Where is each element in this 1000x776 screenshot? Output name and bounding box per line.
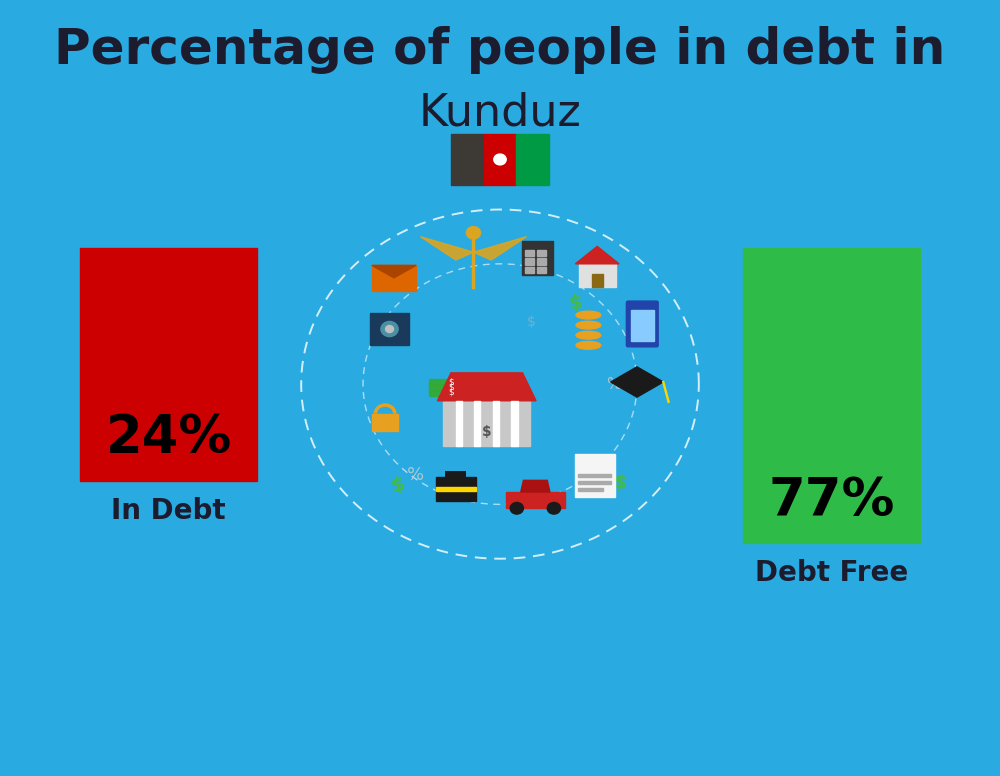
Bar — [372, 414, 398, 431]
Polygon shape — [521, 480, 550, 492]
Text: Kunduz: Kunduz — [419, 91, 581, 134]
Text: $: $ — [449, 378, 454, 387]
Bar — [370, 314, 409, 345]
Bar — [525, 267, 534, 273]
Polygon shape — [372, 265, 416, 278]
Bar — [578, 481, 611, 484]
Ellipse shape — [576, 321, 601, 329]
Bar — [429, 384, 473, 391]
Bar — [429, 389, 473, 396]
Bar — [522, 241, 553, 275]
Bar — [493, 400, 499, 446]
Bar — [436, 477, 476, 501]
Bar — [506, 492, 565, 508]
Bar — [80, 248, 257, 481]
Bar — [743, 248, 920, 543]
Bar — [474, 400, 480, 446]
Text: $: $ — [568, 293, 583, 313]
Bar — [578, 488, 603, 491]
Bar — [484, 134, 516, 185]
Bar — [429, 379, 473, 386]
Text: 77%: 77% — [768, 474, 895, 527]
Text: %: % — [407, 466, 425, 484]
Bar — [631, 310, 654, 341]
Bar — [443, 400, 530, 446]
Bar — [537, 250, 546, 256]
Text: %: % — [606, 376, 620, 392]
Text: $: $ — [482, 425, 491, 439]
Polygon shape — [420, 237, 473, 260]
Bar — [436, 487, 476, 490]
Bar — [372, 265, 416, 291]
Text: $: $ — [389, 474, 407, 496]
Text: $: $ — [449, 388, 454, 397]
Circle shape — [547, 503, 561, 514]
Bar — [451, 134, 484, 185]
Bar — [525, 250, 534, 256]
Bar — [516, 134, 549, 185]
Bar — [592, 274, 603, 287]
Bar — [456, 400, 462, 446]
Polygon shape — [437, 372, 536, 400]
Text: Percentage of people in debt in: Percentage of people in debt in — [54, 26, 946, 74]
Circle shape — [466, 227, 481, 239]
Text: $: $ — [526, 315, 535, 329]
Bar — [578, 474, 611, 477]
Bar — [537, 258, 546, 265]
Text: $: $ — [611, 472, 628, 494]
Circle shape — [510, 503, 523, 514]
Polygon shape — [611, 367, 663, 397]
Ellipse shape — [576, 341, 601, 349]
FancyBboxPatch shape — [626, 301, 658, 347]
Text: $: $ — [449, 383, 454, 392]
Bar — [525, 258, 534, 265]
Text: 24%: 24% — [105, 412, 232, 465]
Bar — [445, 471, 466, 479]
Circle shape — [381, 321, 398, 337]
Circle shape — [494, 154, 506, 165]
Ellipse shape — [576, 311, 601, 319]
Polygon shape — [575, 247, 619, 264]
Circle shape — [386, 325, 394, 332]
Polygon shape — [473, 237, 527, 260]
Bar — [511, 400, 518, 446]
Bar — [537, 267, 546, 273]
Ellipse shape — [576, 331, 601, 339]
Bar — [579, 264, 616, 287]
Bar — [575, 454, 615, 497]
Text: Debt Free: Debt Free — [755, 559, 908, 587]
Text: In Debt: In Debt — [111, 497, 226, 525]
